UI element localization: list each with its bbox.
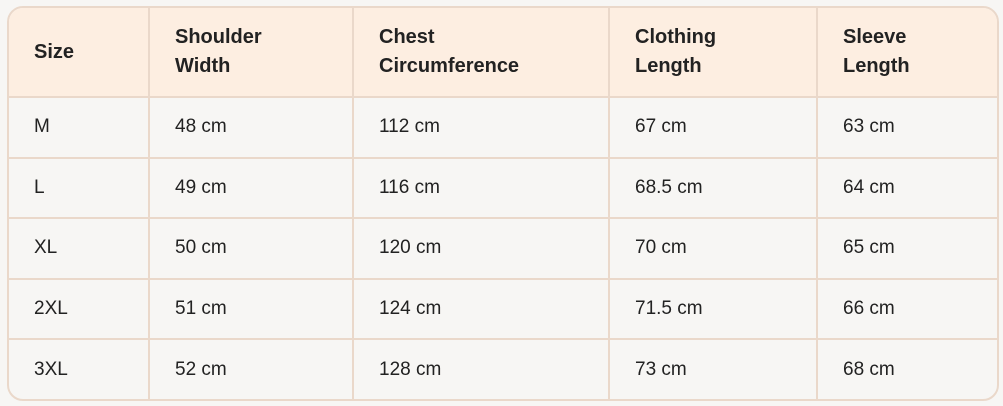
cell-shoulder-width: 52 cm [148,338,354,399]
table-row: XL 50 cm 120 cm 70 cm 65 cm [9,217,997,280]
header-text: Clothing [635,26,717,48]
header-text: Sleeve [843,26,907,48]
cell-shoulder-width: 49 cm [148,156,354,220]
cell-size: L [9,156,150,220]
cell-chest-circumference: 112 cm [352,96,610,159]
header-text: Circumference [379,55,520,77]
header-text: Length [635,55,702,77]
header-sleeve-length: Sleeve Length [816,8,997,98]
table-row: L 49 cm 116 cm 68.5 cm 64 cm [9,156,997,220]
header-text: Size [34,40,75,63]
header-shoulder-width: Shoulder Width [148,8,354,98]
cell-chest-circumference: 120 cm [352,217,610,280]
cell-sleeve-length: 66 cm [816,277,997,341]
header-text: Shoulder [175,26,262,48]
table-row: 2XL 51 cm 124 cm 71.5 cm 66 cm [9,277,997,341]
cell-chest-circumference: 128 cm [352,338,610,399]
cell-clothing-length: 70 cm [608,217,818,280]
header-text: Length [843,55,910,77]
size-chart-table: Size Shoulder Width Chest Circumference Cl… [9,8,997,399]
header-chest-circumference: Chest Circumference [352,8,610,98]
cell-size: 2XL [9,277,150,341]
cell-size: M [9,96,150,159]
cell-clothing-length: 67 cm [608,96,818,159]
cell-shoulder-width: 50 cm [148,217,354,280]
table-row: 3XL 52 cm 128 cm 73 cm 68 cm [9,338,997,399]
cell-shoulder-width: 51 cm [148,277,354,341]
header-text: Chest [379,26,435,48]
cell-shoulder-width: 48 cm [148,96,354,159]
header-size: Size [9,8,150,98]
cell-sleeve-length: 64 cm [816,156,997,220]
table-row: M 48 cm 112 cm 67 cm 63 cm [9,96,997,159]
cell-clothing-length: 73 cm [608,338,818,399]
cell-chest-circumference: 116 cm [352,156,610,220]
cell-clothing-length: 68.5 cm [608,156,818,220]
cell-clothing-length: 71.5 cm [608,277,818,341]
size-chart-table-container: Size Shoulder Width Chest Circumference Cl… [7,6,999,401]
cell-size: XL [9,217,150,280]
header-clothing-length: Clothing Length [608,8,818,98]
cell-chest-circumference: 124 cm [352,277,610,341]
cell-sleeve-length: 63 cm [816,96,997,159]
cell-sleeve-length: 65 cm [816,217,997,280]
cell-sleeve-length: 68 cm [816,338,997,399]
header-row: Size Shoulder Width Chest Circumference Cl… [9,8,997,98]
header-text: Width [175,55,231,77]
cell-size: 3XL [9,338,150,399]
